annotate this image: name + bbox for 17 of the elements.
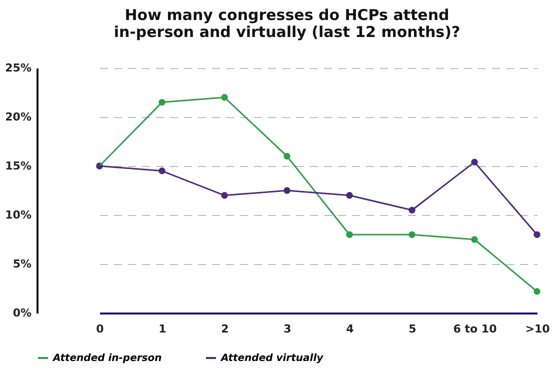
x-tick-label: >10 xyxy=(525,322,550,336)
x-tick-label: 0 xyxy=(96,322,104,336)
x-tick-label: 1 xyxy=(158,322,166,336)
legend-label: Attended virtually xyxy=(220,353,324,364)
y-tick-label: 0% xyxy=(12,306,32,320)
x-tick-label: 4 xyxy=(346,322,354,336)
x-tick-label: 3 xyxy=(284,322,292,336)
x-tick-label: 5 xyxy=(408,322,416,336)
y-tick-label: 5% xyxy=(12,258,32,270)
x-tick-label: 6 to 10 xyxy=(453,322,498,336)
chart-title: How many congresses do HCPs attend in-person and virtually (last 12 months)? xyxy=(114,6,460,41)
legend-label: Attended in-person xyxy=(52,353,162,364)
y-tick-label: 10% xyxy=(5,208,32,222)
y-tick-label: 15% xyxy=(5,160,32,172)
y-tick-label: 20% xyxy=(5,110,32,124)
x-tick-label: 2 xyxy=(221,322,229,336)
y-tick-label: 25% xyxy=(5,62,32,74)
